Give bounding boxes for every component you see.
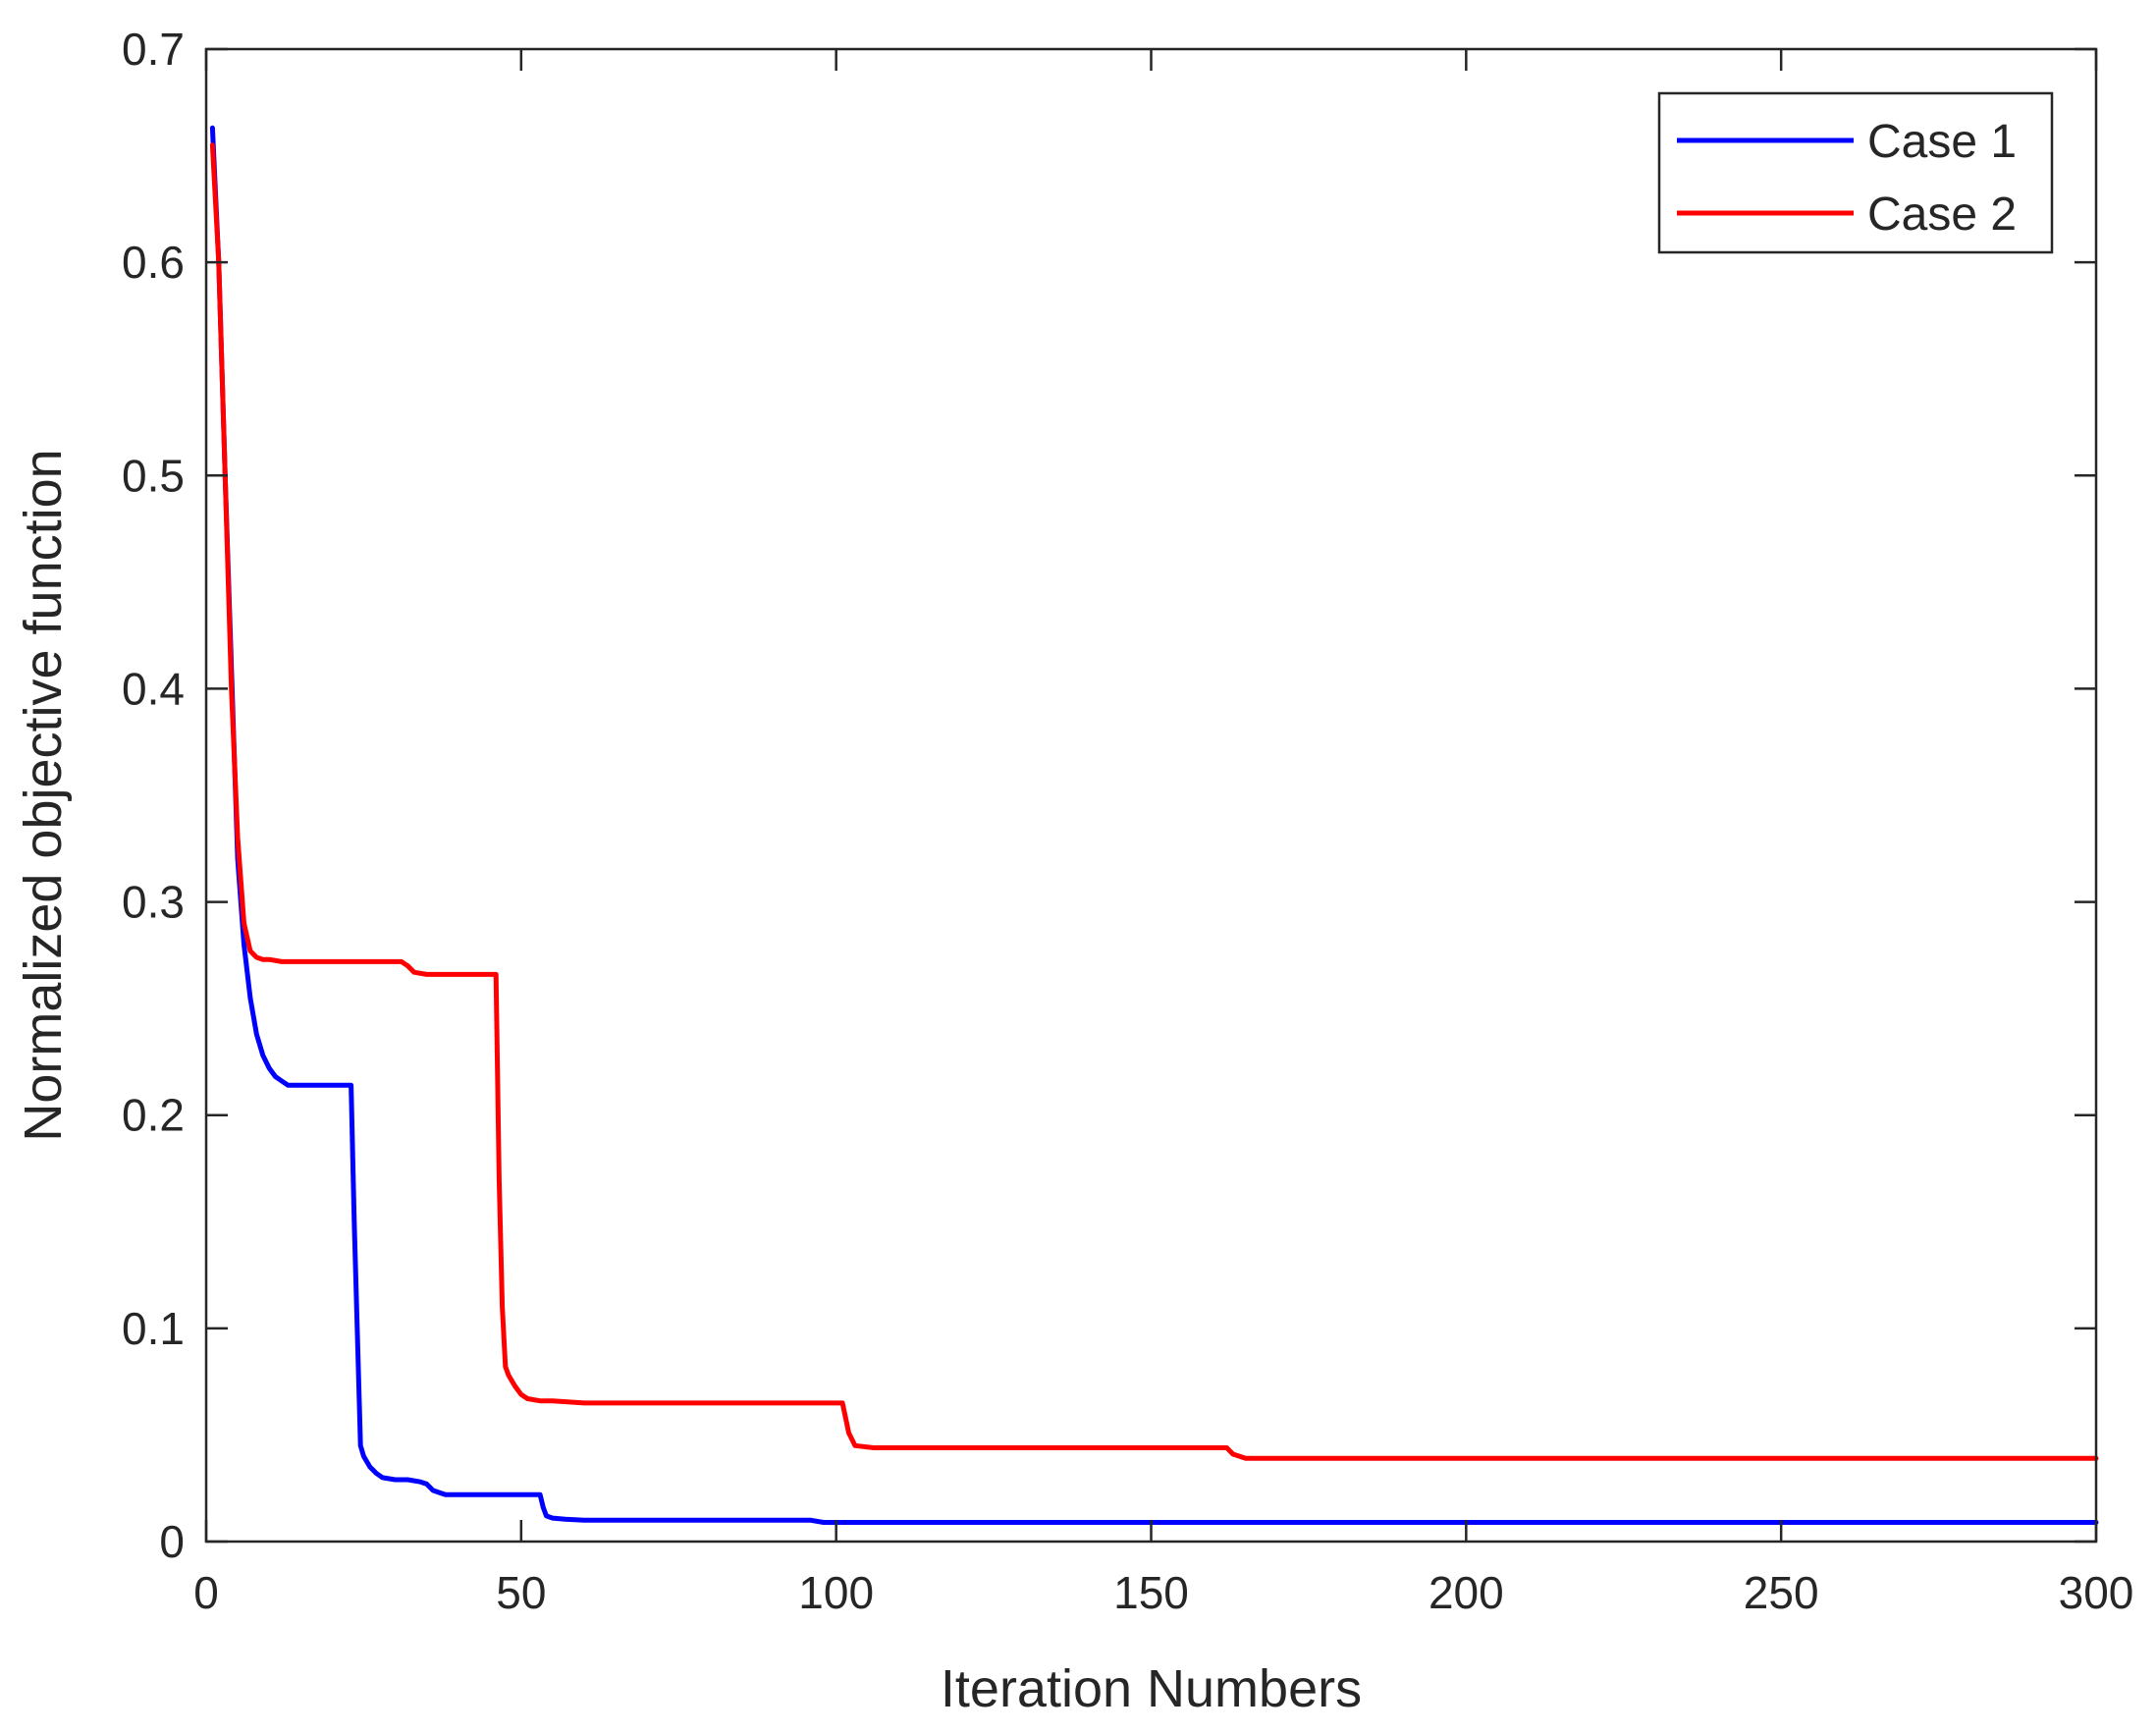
y-tick-label: 0.1 xyxy=(122,1303,185,1354)
x-tick-label: 100 xyxy=(798,1567,874,1618)
x-tick-label: 150 xyxy=(1113,1567,1189,1618)
series-line-case-1 xyxy=(209,125,2099,1525)
legend-label-case-2: Case 2 xyxy=(1867,189,2017,241)
legend-label-case-1: Case 1 xyxy=(1867,116,2017,168)
series-line-case-2 xyxy=(209,142,2099,1461)
legend[interactable]: Case 1 Case 2 xyxy=(1657,91,2054,254)
x-tick-label: 0 xyxy=(193,1567,219,1618)
y-tick-label: 0.2 xyxy=(122,1090,185,1141)
y-tick-label: 0.5 xyxy=(122,450,185,501)
y-tick-label: 0.4 xyxy=(122,663,185,714)
y-tick-label: 0 xyxy=(159,1516,185,1567)
y-tick-label: 0.3 xyxy=(122,877,185,928)
y-tick-label: 0.7 xyxy=(122,24,185,75)
x-tick-label: 200 xyxy=(1428,1567,1504,1618)
tick-labels-layer: 0 50 100 150 200 250 300 0 0.1 0.2 0.3 0.4 0.5 0.6 0.7 xyxy=(122,24,2133,1618)
legend-box xyxy=(1657,91,2054,254)
y-axis-title: Normalized objective function xyxy=(14,449,73,1141)
series-layer xyxy=(209,125,2099,1525)
x-tick-label: 50 xyxy=(496,1567,546,1618)
x-tick-label: 300 xyxy=(2059,1567,2134,1618)
y-tick-label: 0.6 xyxy=(122,237,185,288)
x-tick-label: 250 xyxy=(1744,1567,1819,1618)
x-axis-title: Iteration Numbers xyxy=(941,1659,1362,1718)
ticks-layer xyxy=(204,47,2098,1544)
